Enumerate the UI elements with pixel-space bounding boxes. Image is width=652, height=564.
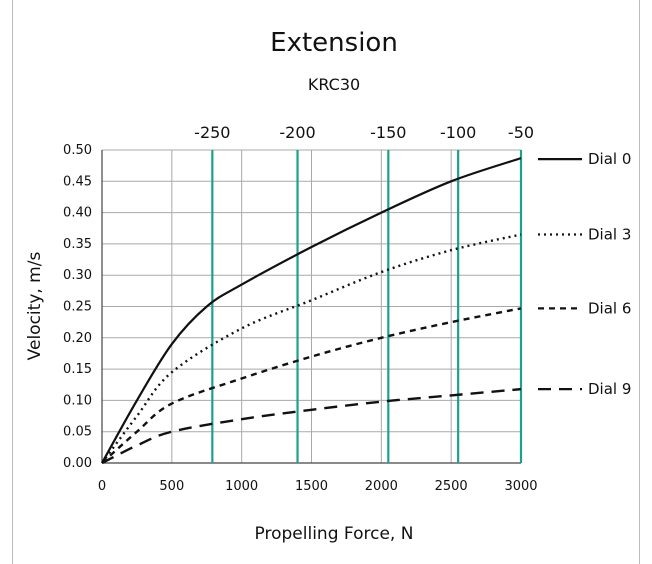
legend: Dial 0 Dial 3 Dial 6 Dial 9 xyxy=(538,150,631,398)
x-axis-label: Propelling Force, N xyxy=(255,524,414,544)
y-tick-label: 0.40 xyxy=(63,206,92,221)
legend-label: Dial 3 xyxy=(588,226,631,244)
series-line-dial-3 xyxy=(101,233,522,464)
top-axis-label: -250 xyxy=(194,123,230,142)
y-axis-label: Velocity, m/s xyxy=(25,252,45,361)
axis-ticks: 0.00 0.05 0.10 0.15 0.20 0.25 0.30 0.35 0.40 0.45… xyxy=(63,143,538,494)
chart-frame xyxy=(12,0,640,564)
top-axis-label: -200 xyxy=(279,123,315,142)
top-axis-label: -50 xyxy=(508,123,534,142)
y-tick-label: 0.30 xyxy=(63,268,92,283)
chart-subtitle: KRC30 xyxy=(308,75,360,94)
x-tick-label: 2000 xyxy=(365,479,398,494)
x-tick-label: 0 xyxy=(98,479,106,494)
y-tick-label: 0.25 xyxy=(63,300,92,315)
y-tick-label: 0.10 xyxy=(63,393,92,408)
y-tick-label: 0.05 xyxy=(63,425,92,440)
grid xyxy=(101,149,522,464)
x-tick-label: 1000 xyxy=(225,479,258,494)
x-tick-label: 2500 xyxy=(435,479,468,494)
legend-label: Dial 6 xyxy=(588,299,631,317)
top-axis-label: -150 xyxy=(370,123,406,142)
top-axis: -250 -200 -150 -100 -50 xyxy=(194,123,534,463)
y-tick-label: 0.20 xyxy=(63,331,92,346)
x-tick-label: 1500 xyxy=(295,479,328,494)
y-tick-label: 0.15 xyxy=(63,362,92,377)
series-lines xyxy=(101,157,522,465)
series-line-dial-0 xyxy=(101,157,522,464)
x-tick-label: 3000 xyxy=(504,479,537,494)
y-tick-label: 0.45 xyxy=(63,174,92,189)
legend-label: Dial 0 xyxy=(588,150,631,168)
series-line-dial-9 xyxy=(101,387,522,465)
series-line-dial-6 xyxy=(101,307,522,464)
top-axis-label: -100 xyxy=(440,123,476,142)
chart-title: Extension xyxy=(270,28,398,58)
y-tick-label: 0.00 xyxy=(63,456,92,471)
x-tick-label: 500 xyxy=(159,479,184,494)
y-tick-label: 0.50 xyxy=(63,143,92,158)
y-tick-label: 0.35 xyxy=(63,237,92,252)
legend-label: Dial 9 xyxy=(588,380,631,398)
